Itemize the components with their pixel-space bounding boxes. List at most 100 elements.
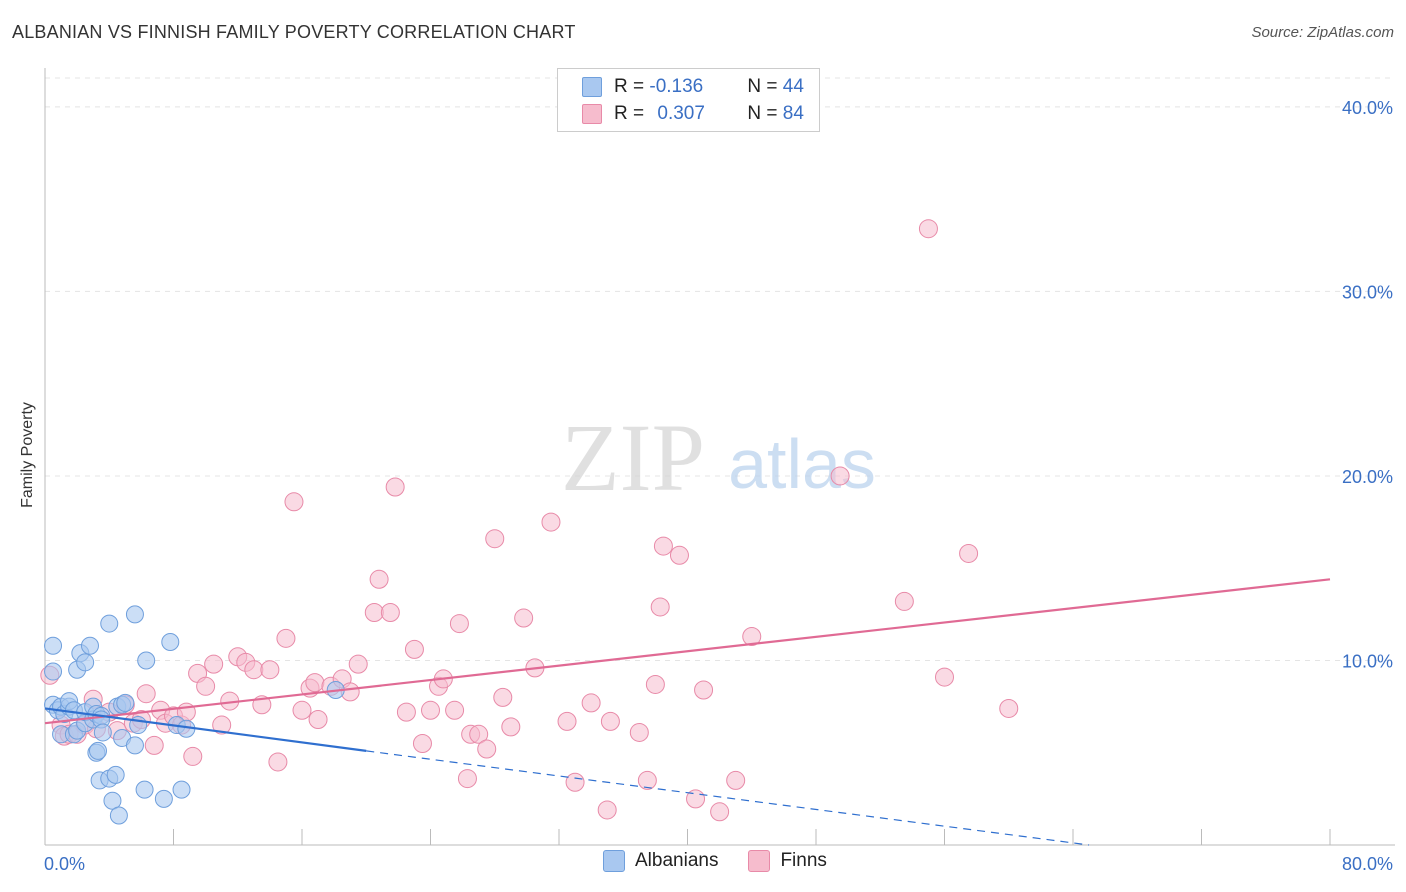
finns-point	[412, 734, 432, 754]
legend-row-finns: R = 0.307 N = 84	[582, 102, 804, 126]
legend-r-label: R =	[614, 103, 650, 124]
finns-point	[710, 802, 730, 822]
finns-point	[645, 674, 665, 694]
albanians-point	[76, 653, 95, 672]
albanians-point	[44, 636, 63, 655]
finns-point	[144, 735, 164, 755]
legend-r-label: R =	[614, 76, 650, 97]
y-tick-label: 40.0%	[1342, 98, 1393, 118]
albanians-point	[154, 789, 173, 808]
legend-r-value: 0.307	[657, 103, 705, 124]
finns-point	[557, 711, 577, 731]
watermark-atlas: atlas	[728, 425, 876, 503]
finns-point	[369, 569, 389, 589]
finns-point	[830, 466, 850, 486]
legend-n-value: 84	[782, 103, 804, 124]
albanians-point	[125, 736, 144, 755]
finns-point	[669, 545, 689, 565]
albanians-point	[161, 633, 180, 652]
finns-point	[493, 687, 513, 707]
albanians-point	[44, 662, 63, 681]
legend-item-finns[interactable]: Finns	[748, 850, 827, 872]
albanians-point	[100, 614, 119, 633]
chart-title: ALBANIAN VS FINNISH FAMILY POVERTY CORRE…	[12, 22, 576, 42]
y-tick-label: 30.0%	[1342, 282, 1393, 302]
x-tick-label: 80.0%	[1342, 854, 1393, 874]
finns-point	[694, 680, 714, 700]
finns-point	[276, 628, 296, 648]
finns-point	[380, 603, 400, 622]
legend-swatch-albanians	[582, 77, 602, 97]
legend-row-albanians: R = -0.136 N = 44	[582, 75, 804, 99]
finns-point	[421, 700, 440, 720]
finns-point	[445, 700, 465, 720]
finns-point	[284, 492, 304, 512]
axes	[44, 68, 1395, 846]
legend-n-value: 44	[782, 76, 804, 97]
finns-point	[396, 702, 416, 722]
legend-item-albanians[interactable]: Albanians	[603, 850, 718, 872]
finns-point	[469, 724, 489, 744]
finns-point	[637, 770, 657, 790]
albanians-point	[106, 765, 125, 784]
finns-point	[629, 722, 649, 742]
legend-n-label: N =	[747, 76, 783, 97]
albanians-points	[44, 605, 345, 825]
finns-point	[653, 536, 673, 556]
trend-lines	[44, 578, 1331, 846]
finns-point	[305, 673, 325, 693]
albanians-point	[172, 780, 191, 799]
albanians-point	[89, 741, 108, 760]
finns-point	[485, 529, 505, 549]
finns-point	[204, 654, 224, 674]
legend-swatch-albanians	[603, 850, 625, 872]
y-tick-label: 10.0%	[1342, 651, 1393, 671]
finns-point	[918, 219, 938, 239]
finns-point	[348, 654, 368, 674]
finns-point	[196, 676, 216, 696]
stats-legend: R = -0.136 N = 44 R = 0.307 N = 84	[557, 68, 820, 132]
finns-point	[308, 710, 328, 730]
albanians-point	[135, 780, 154, 799]
albanians-point	[116, 693, 135, 712]
finns-point	[565, 772, 585, 792]
finns-trend-line	[44, 578, 1331, 725]
albanians-trend-line	[44, 707, 367, 752]
x-tick-label: 0.0%	[44, 854, 85, 874]
finns-point	[477, 739, 497, 759]
albanians-point	[109, 806, 128, 825]
finns-point	[404, 639, 424, 659]
albanians-point	[93, 723, 112, 742]
legend-label-albanians: Albanians	[635, 850, 719, 871]
finns-point	[260, 660, 280, 680]
albanians-point	[137, 651, 156, 670]
finns-point	[501, 717, 521, 737]
finns-point	[364, 603, 384, 622]
legend-swatch-finns	[582, 104, 602, 124]
albanians-point	[80, 636, 99, 655]
finns-point	[212, 715, 232, 735]
finns-point	[597, 800, 617, 820]
tick-labels: 10.0% 20.0% 30.0% 40.0% 0.0% 80.0%	[44, 98, 1393, 874]
finns-point	[541, 512, 561, 532]
legend-swatch-finns	[748, 850, 771, 872]
finns-point	[894, 591, 914, 611]
albanians-point	[125, 605, 144, 624]
finns-point	[514, 608, 534, 628]
finns-point	[136, 684, 156, 704]
watermark-zip: ZIP	[561, 404, 705, 511]
finns-point	[999, 698, 1019, 718]
legend-label-finns: Finns	[780, 850, 827, 871]
finns-point	[600, 711, 620, 731]
gridlines	[45, 77, 1395, 661]
finns-point	[650, 597, 670, 617]
finns-point	[268, 752, 288, 772]
finns-point	[244, 660, 264, 680]
series-legend: Albanians Finns	[603, 850, 857, 872]
legend-r-value: -0.136	[649, 76, 704, 97]
finns-point	[183, 746, 203, 766]
albanians-trend-extension	[366, 750, 1090, 846]
finns-point	[935, 667, 954, 687]
y-tick-label: 20.0%	[1342, 467, 1393, 487]
